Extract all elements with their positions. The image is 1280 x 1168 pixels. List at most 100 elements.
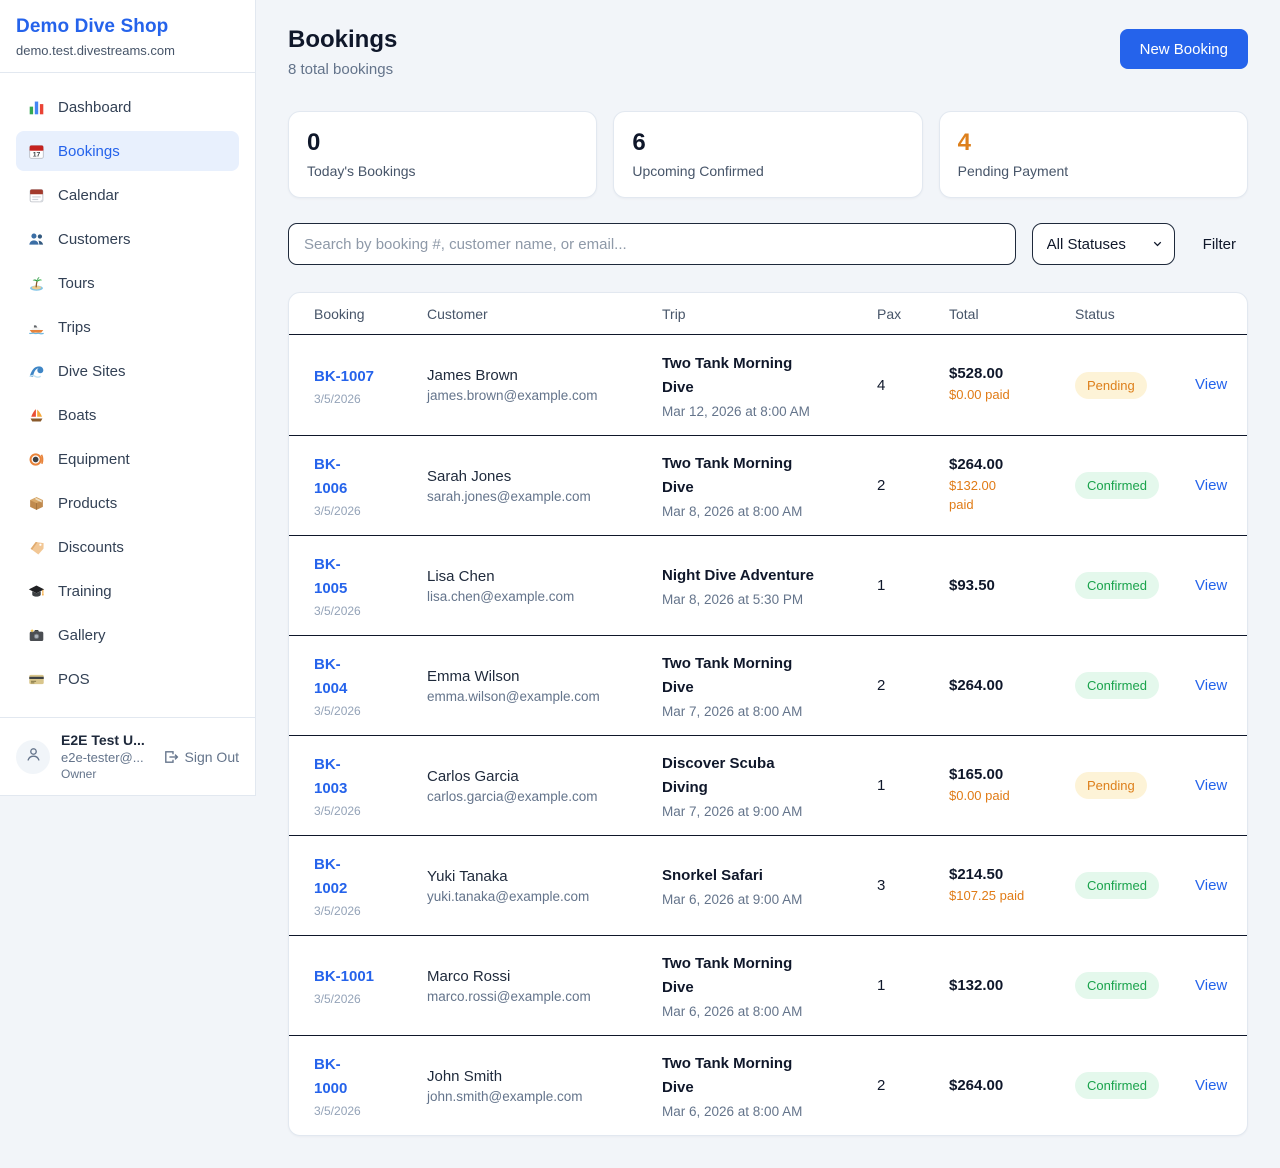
total-amount: $528.00 xyxy=(949,365,1004,383)
booking-id-link[interactable]: BK-1001 xyxy=(314,968,375,985)
booking-date: 3/5/2026 xyxy=(314,904,361,918)
status-cell: Pending xyxy=(1075,371,1195,399)
view-link[interactable]: View xyxy=(1195,376,1228,393)
table-row: BK- 1002 3/5/2026 Yuki Tanaka yuki.tanaka@ex… xyxy=(289,835,1247,935)
booking-id-link[interactable]: BK- 1006 xyxy=(314,456,348,497)
trip-cell: Two Tank Morning Dive Mar 6, 2026 at 8:00 … xyxy=(662,1052,877,1119)
stat-card-pending-payment: 4 Pending Payment xyxy=(938,111,1248,198)
boats-icon xyxy=(28,407,45,424)
total-cell: $264.00 xyxy=(949,1077,1075,1094)
sidebar-item-label: Training xyxy=(58,582,112,600)
customer-cell: Emma Wilson emma.wilson@example.com xyxy=(427,668,662,704)
actions-cell: View xyxy=(1195,777,1237,795)
view-link[interactable]: View xyxy=(1195,676,1228,694)
trip-datetime: Mar 12, 2026 at 8:00 AM xyxy=(662,403,810,419)
table-row: BK-1007 3/5/2026 James Brown james.brown@ex… xyxy=(289,335,1247,435)
column-header-trip: Trip xyxy=(662,305,686,322)
sidebar-item-bookings[interactable]: 17 Bookings xyxy=(16,131,239,171)
view-link[interactable]: View xyxy=(1195,1076,1228,1094)
sidebar-item-calendar[interactable]: Calendar xyxy=(16,175,239,215)
sidebar-item-gallery[interactable]: Gallery xyxy=(16,615,239,655)
table-row: BK- 1000 3/5/2026 John Smith john.smith@exam… xyxy=(289,1035,1247,1135)
brand-name[interactable]: Demo Dive Shop xyxy=(16,16,169,37)
sidebar-item-boats[interactable]: Boats xyxy=(16,395,239,435)
sidebar-item-tours[interactable]: Tours xyxy=(16,263,239,303)
user-email: e2e-tester@... xyxy=(61,750,144,765)
pax-cell: 2 xyxy=(877,1077,886,1094)
view-link[interactable]: View xyxy=(1195,976,1228,994)
total-amount: $264.00 xyxy=(949,677,1004,694)
booking-date: 3/5/2026 xyxy=(314,992,361,1006)
user-role: Owner xyxy=(61,767,97,781)
status-badge: Confirmed xyxy=(1075,472,1159,499)
sidebar-item-customers[interactable]: Customers xyxy=(16,219,239,259)
sidebar-item-label: Tours xyxy=(58,274,95,292)
sidebar-item-pos[interactable]: POS xyxy=(16,659,239,699)
booking-id-link[interactable]: BK- 1005 xyxy=(314,556,348,597)
table-row: BK- 1005 3/5/2026 Lisa Chen lisa.chen@exampl… xyxy=(289,535,1247,635)
sidebar-item-label: Dive Sites xyxy=(58,362,126,380)
stat-label: Today's Bookings xyxy=(307,163,416,179)
status-cell: Confirmed xyxy=(1075,472,1195,499)
customer-email: yuki.tanaka@example.com xyxy=(427,888,590,904)
actions-cell: View xyxy=(1195,577,1237,595)
page-subtitle: 8 total bookings xyxy=(288,61,394,78)
sidebar-item-trips[interactable]: Trips xyxy=(16,307,239,347)
user-block: E2E Test U... e2e-tester@... Owner Sign … xyxy=(0,717,255,795)
sidebar-item-training[interactable]: Training xyxy=(16,571,239,611)
total-cell: $214.50 $107.25 paid xyxy=(949,866,1075,906)
status-badge: Confirmed xyxy=(1075,1072,1159,1099)
view-link[interactable]: View xyxy=(1195,776,1228,794)
paid-amount: $107.25 paid xyxy=(949,887,1025,903)
booking-id-link[interactable]: BK- 1003 xyxy=(314,756,348,797)
total-amount: $93.50 xyxy=(949,577,995,594)
total-amount: $214.50 xyxy=(949,865,1004,883)
trip-cell: Two Tank Morning Dive Mar 12, 2026 at 8:00… xyxy=(662,352,877,419)
products-icon xyxy=(28,495,45,512)
status-filter-select[interactable]: All Statuses xyxy=(1031,223,1175,265)
booking-id-link[interactable]: BK- 1004 xyxy=(314,656,348,697)
booking-cell: BK-1001 3/5/2026 xyxy=(314,965,427,1006)
status-badge: Pending xyxy=(1075,371,1147,399)
dashboard-icon xyxy=(28,99,45,116)
sidebar-item-label: Products xyxy=(58,494,118,512)
view-link[interactable]: View xyxy=(1195,576,1228,594)
view-link[interactable]: View xyxy=(1195,876,1228,894)
booking-id-link[interactable]: BK- 1000 xyxy=(314,1056,348,1097)
customer-cell: Marco Rossi marco.rossi@example.com xyxy=(427,968,662,1004)
sidebar-item-discounts[interactable]: Discounts xyxy=(16,527,239,567)
main-content: Bookings 8 total bookings New Booking 0 … xyxy=(256,0,1280,1168)
search-input[interactable] xyxy=(288,223,1016,265)
actions-cell: View xyxy=(1195,877,1237,895)
view-link[interactable]: View xyxy=(1195,476,1228,494)
sign-out-button[interactable]: Sign Out xyxy=(163,749,239,765)
total-amount: $264.00 xyxy=(949,456,1004,474)
sidebar-nav: Dashboard 17 Bookings Calendar Customers Tour… xyxy=(0,73,255,717)
sidebar-item-equipment[interactable]: Equipment xyxy=(16,439,239,479)
customer-email: james.brown@example.com xyxy=(427,388,598,403)
new-booking-button[interactable]: New Booking xyxy=(1119,29,1248,69)
table-row: BK- 1004 3/5/2026 Emma Wilson emma.wilson@ex… xyxy=(289,635,1247,735)
booking-date: 3/5/2026 xyxy=(314,391,361,406)
trip-name: Two Tank Morning Dive xyxy=(662,455,793,496)
sidebar-item-dashboard[interactable]: Dashboard xyxy=(16,87,239,127)
sidebar-item-dive-sites[interactable]: Dive Sites xyxy=(16,351,239,391)
trip-cell: Two Tank Morning Dive Mar 6, 2026 at 8:00 … xyxy=(662,952,877,1019)
booking-id-link[interactable]: BK- 1002 xyxy=(314,856,348,897)
customer-email: marco.rossi@example.com xyxy=(427,988,591,1004)
status-cell: Confirmed xyxy=(1075,972,1195,999)
avatar xyxy=(16,739,50,774)
customer-name: John Smith xyxy=(427,1067,503,1085)
total-cell: $165.00 $0.00 paid xyxy=(949,766,1075,806)
actions-cell: View xyxy=(1195,376,1237,394)
status-cell: Confirmed xyxy=(1075,572,1195,599)
brand-block: Demo Dive Shop demo.test.divestreams.com xyxy=(0,0,255,73)
trip-cell: Night Dive Adventure Mar 8, 2026 at 5:30 … xyxy=(662,564,877,607)
sidebar-item-products[interactable]: Products xyxy=(16,483,239,523)
customer-cell: James Brown james.brown@example.com xyxy=(427,367,662,403)
trips-icon xyxy=(28,319,45,336)
booking-id-link[interactable]: BK-1007 xyxy=(314,367,375,385)
table-row: BK-1001 3/5/2026 Marco Rossi marco.rossi@ex… xyxy=(289,935,1247,1035)
status-badge: Confirmed xyxy=(1075,872,1159,899)
filter-button[interactable]: Filter xyxy=(1191,236,1248,253)
